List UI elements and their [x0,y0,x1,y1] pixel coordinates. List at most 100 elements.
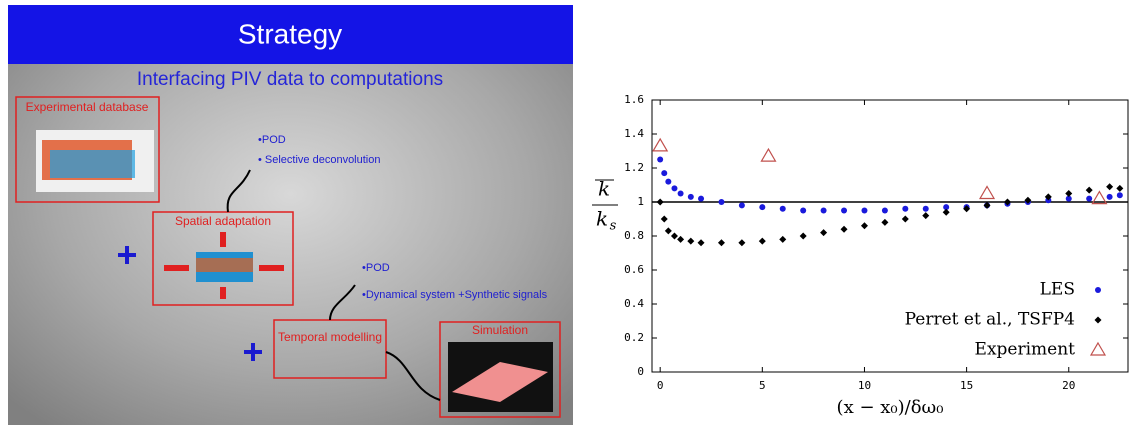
y-tick-label: 0.8 [624,229,644,242]
y-tick-label: 0.6 [624,263,644,276]
point [697,239,705,247]
point [677,190,684,197]
point [922,205,929,212]
note: • Selective deconvolution [258,154,380,166]
thumbnail [196,258,253,272]
box-label: Temporal modelling [278,330,382,344]
point [671,185,678,192]
thumbnail [50,150,135,178]
point [661,170,668,177]
point [1106,183,1114,191]
legend-marker [1095,287,1101,293]
point [820,229,828,237]
point [677,235,685,243]
slide-title: Strategy [238,18,342,49]
point [718,199,725,205]
x-tick-label: 5 [759,379,766,392]
point [1085,186,1093,194]
box [152,211,294,306]
point [902,205,909,212]
slide-subtitle: Interfacing PIV data to computations [137,69,443,90]
point [881,207,888,214]
connector [385,351,441,401]
point [840,225,848,233]
y-tick-label: 1.4 [624,127,644,140]
legend-label: LES [1040,280,1075,300]
point [687,237,695,245]
connector [329,284,356,321]
x-tick-label: 10 [858,379,871,392]
note: •POD [362,262,390,274]
point [759,204,766,211]
plus-sign [118,246,262,361]
point [881,218,889,226]
connector [226,169,251,213]
y-axis-label: s [610,219,617,234]
slide: Strategy Interfacing PIV data to computa… [8,5,573,425]
point [698,195,705,202]
point [665,178,672,185]
y-axis-label: k [598,177,610,201]
point [1086,195,1093,202]
point [1116,192,1123,199]
point [670,232,678,240]
point [841,207,848,214]
arrows [164,232,284,299]
point [860,222,868,230]
point [656,198,664,206]
y-tick-label: 0.2 [624,331,644,344]
point [1065,195,1072,202]
point [1091,190,1108,205]
point [1106,193,1113,200]
note: •POD [258,134,286,146]
point [758,237,766,245]
point [820,207,827,214]
legend-marker [1089,341,1107,356]
point [963,205,971,213]
slide-header [8,5,573,64]
point [922,212,930,220]
point [1065,190,1073,197]
y-tick-label: 1.2 [624,161,644,174]
y-tick-label: 1.6 [624,93,644,106]
point [799,232,807,240]
point [717,239,725,247]
point [779,205,786,212]
point [901,215,909,223]
box [15,96,160,203]
point [1024,196,1032,204]
point [664,227,672,235]
box [439,321,561,418]
box-label: Spatial adaptation [175,214,271,228]
point [800,207,807,214]
point [978,185,996,200]
point [738,239,746,247]
point [861,207,868,214]
y-tick-label: 0 [637,365,644,378]
point [943,204,950,211]
point [1116,184,1124,192]
point [1003,198,1011,206]
point [779,235,787,243]
legend-marker [1094,316,1102,324]
point [942,208,950,216]
point [657,156,664,163]
point [1044,193,1052,201]
thumbnail [452,362,548,402]
plot-frame [651,99,1129,373]
legend-label: Experiment [975,340,1076,360]
chart: 0 0.2 0.4 0.6 0.8 1 1.2 1.4 1.6 0 5 10 15 20 (x − x₀)/… [592,93,1129,418]
point [983,201,991,209]
box-label: Experimental database [26,100,149,114]
x-tick-label: 20 [1062,379,1075,392]
y-axis-label: k [596,207,608,231]
box-label: Simulation [472,323,528,337]
point [687,193,694,200]
x-tick-label: 0 [657,379,664,392]
y-tick-label: 0.4 [624,297,644,310]
point [760,147,777,162]
x-tick-label: 15 [960,379,973,392]
point [738,202,745,209]
y-tick-label: 1 [637,195,644,208]
